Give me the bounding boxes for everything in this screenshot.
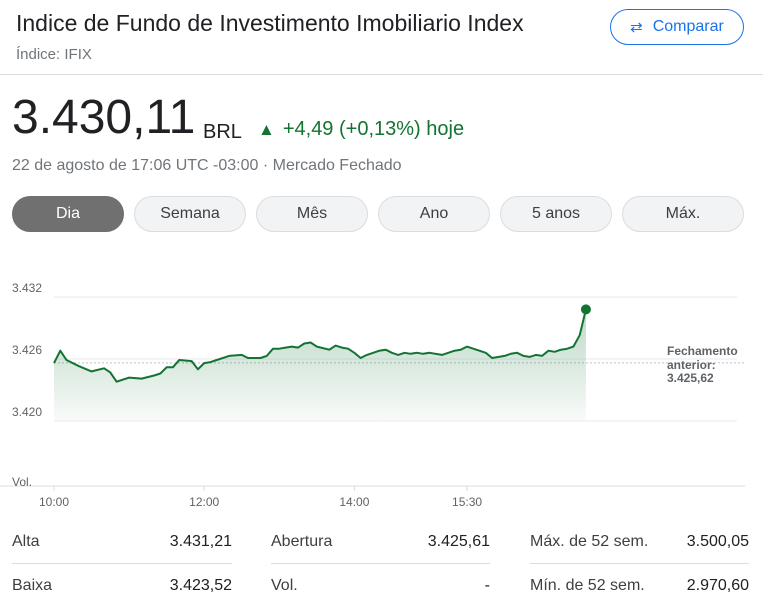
stat-52wk-high: Máx. de 52 sem. 3.500,05 [530,520,749,564]
up-arrow-icon: ▲ [258,119,275,139]
compare-button-label: Comparar [652,18,724,35]
compare-button[interactable]: ⇄ Comparar [610,9,744,45]
tab-month[interactable]: Mês [256,196,368,232]
y-tick-label: 3.432 [12,281,42,295]
tab-max[interactable]: Máx. [622,196,744,232]
price-line [53,309,587,383]
y-tick-label: 3.426 [12,343,42,357]
y-tick-label: 3.420 [12,405,42,419]
swap-arrows-icon: ⇄ [630,18,643,36]
stat-open: Abertura 3.425,61 [271,520,490,564]
index-ticker: Índice: IFIX [16,46,92,63]
x-tick-label: 15:30 [452,495,482,509]
tab-week[interactable]: Semana [134,196,246,232]
tab-year[interactable]: Ano [378,196,490,232]
x-tick-label: 10:00 [39,495,69,509]
range-tabs: Dia Semana Mês Ano 5 anos Máx. [12,196,744,232]
header-divider [0,74,763,75]
stat-volume: Vol. - [271,577,490,594]
price-area-fill [54,309,586,420]
price-change: ▲ +4,49 (+0,13%) hoje [258,118,464,141]
stat-high: Alta 3.431,21 [12,520,232,564]
market-timestamp: 22 de agosto de 17:06 UTC -03:00 · Merca… [12,157,402,174]
current-price: 3.430,11 [12,91,196,144]
tab-5-years[interactable]: 5 anos [500,196,612,232]
price-change-text: +4,49 (+0,13%) hoje [282,118,465,140]
intraday-chart[interactable]: 3.432 3.426 3.420 Vol. 10:00 12:00 14:00 15:30 F… [0,270,763,515]
stat-52wk-low: Mín. de 52 sem. 2.970,60 [530,577,749,594]
previous-close-value: 3.425,62 [667,371,714,385]
volume-label: Vol. [12,475,32,489]
x-tick-label: 12:00 [189,495,219,509]
previous-close-label: Fechamento [667,344,738,358]
page-title: Indice de Fundo de Investimento Imobilia… [16,10,524,36]
tab-day[interactable]: Dia [12,196,124,232]
currency-code: BRL [203,121,242,143]
last-price-dot [580,304,591,315]
x-tick-label: 14:00 [339,495,369,509]
stat-low: Baixa 3.423,52 [12,577,232,594]
previous-close-label: anterior: [667,358,716,372]
